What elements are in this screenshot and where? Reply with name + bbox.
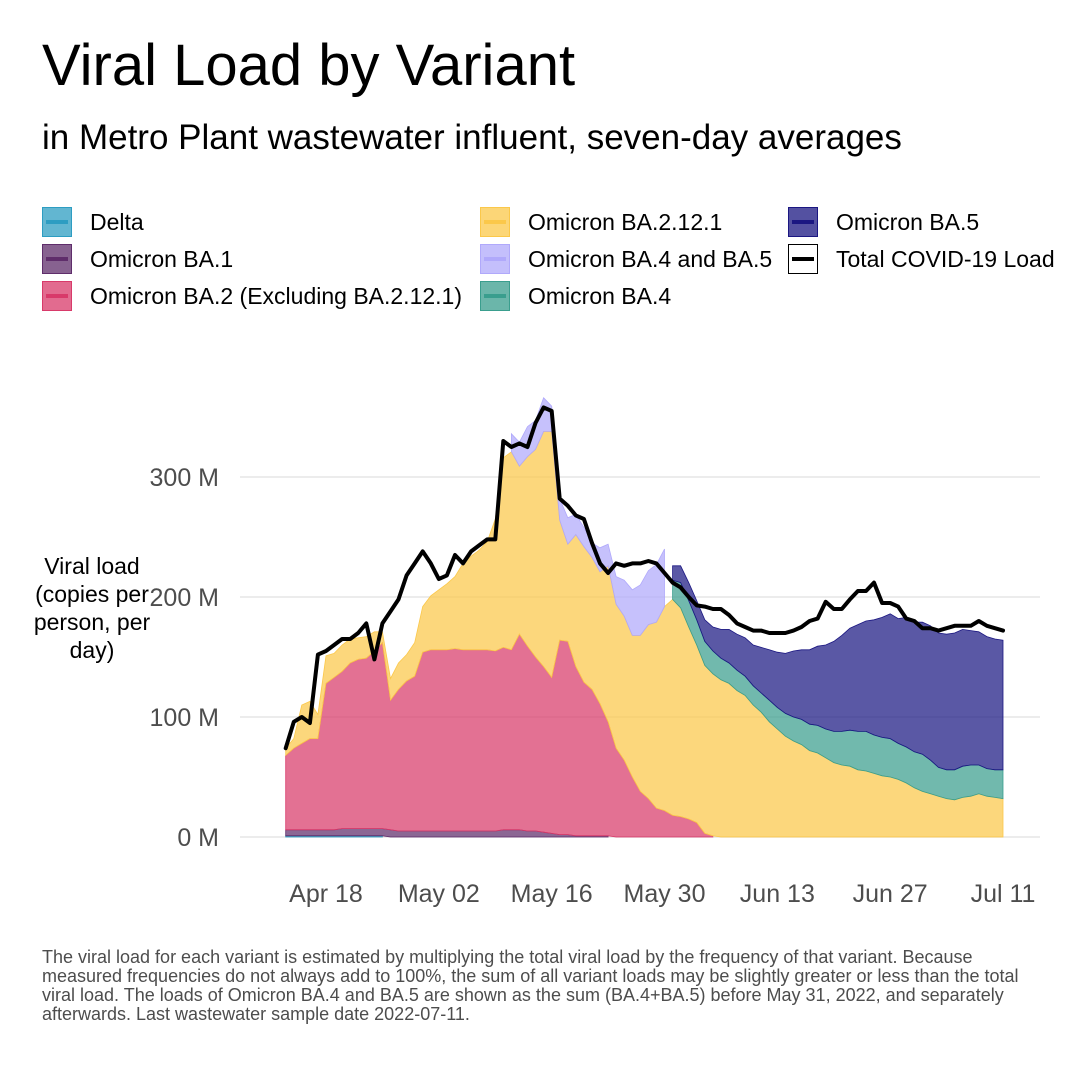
footnote: The viral load for each variant is estim…	[42, 947, 1019, 1024]
y-axis-label: Viral load (copies per person, per day)	[33, 553, 151, 663]
stacked-areas	[285, 397, 1004, 838]
y-tick-label: 300 M	[150, 464, 219, 492]
x-tick-label: May 02	[398, 880, 480, 908]
x-axis-ticks: Apr 18 May 02 May 16 May 30 Jun 13 Jun 27 Jul …	[289, 880, 1035, 908]
total-line-layer	[283, 405, 1005, 751]
chart-plot: 0 M 100 M 200 M 300 M Apr 18 May 02 May 16 May…	[150, 397, 1040, 908]
x-tick-label: May 30	[624, 880, 706, 908]
area-omicron-ba-5	[672, 565, 1004, 771]
y-tick-label: 200 M	[150, 584, 219, 612]
x-tick-label: Apr 18	[289, 880, 363, 908]
x-tick-label: Jun 27	[853, 880, 928, 908]
y-tick-label: 0 M	[177, 824, 219, 852]
chart-subtitle: in Metro Plant wastewater influent, seve…	[42, 118, 902, 157]
chart-title: Viral Load by Variant	[42, 33, 576, 98]
y-tick-label: 100 M	[150, 704, 219, 732]
x-tick-label: Jul 11	[971, 880, 1036, 908]
x-tick-label: Jun 13	[740, 880, 815, 908]
y-axis-ticks: 0 M 100 M 200 M 300 M	[150, 464, 219, 852]
line-total-covid-19-load	[283, 405, 1005, 751]
x-tick-label: May 16	[511, 880, 593, 908]
